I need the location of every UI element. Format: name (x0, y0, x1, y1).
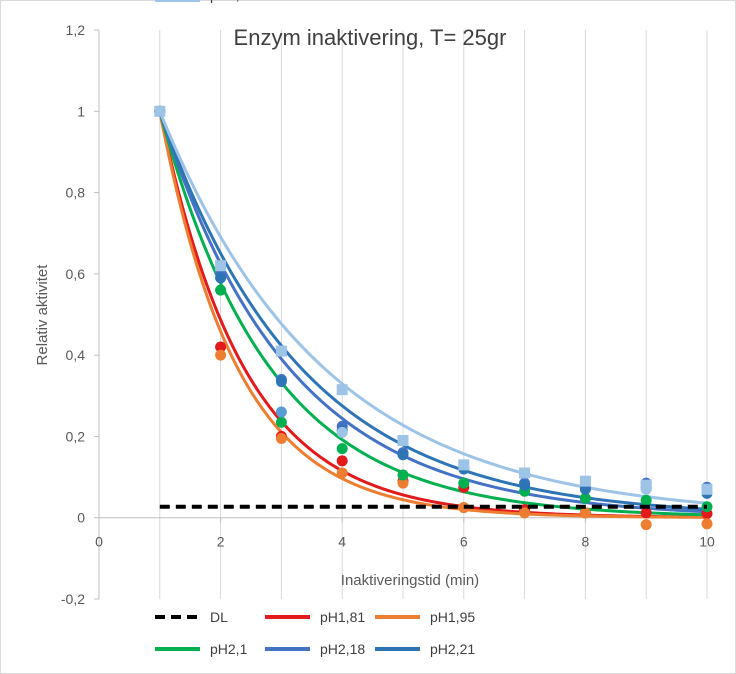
data-point-pH2,24 (154, 105, 166, 117)
data-point-pH2,1 (397, 469, 409, 481)
data-point-pH2,24 (701, 483, 713, 495)
data-point-pH2,24 (397, 434, 409, 446)
y-tick-label: 0,8 (66, 185, 86, 201)
data-point-pH2,24 (458, 459, 470, 471)
data-point-pH1,95 (701, 518, 713, 530)
y-tick-label: 0,4 (66, 347, 86, 363)
y-tick-label: 0,6 (66, 266, 86, 282)
data-point-pH2,1 (579, 492, 591, 504)
legend-label-pH2,1: pH2,1 (210, 641, 248, 657)
data-point-pH2,24 (275, 406, 287, 418)
data-point-pH2,21 (397, 449, 409, 461)
data-point-pH1,95 (275, 432, 287, 444)
data-points (154, 105, 713, 531)
data-point-pH2,21 (215, 272, 227, 284)
data-point-pH2,24 (336, 384, 348, 396)
data-point-pH2,24 (640, 483, 652, 495)
data-point-pH2,1 (215, 284, 227, 296)
y-tick-label: 1 (77, 103, 85, 119)
y-tick-label: -0,2 (61, 591, 85, 607)
y-axis-label: Relativ aktivitet (34, 264, 51, 366)
data-point-pH2,21 (275, 376, 287, 388)
legend-label-pH1,81: pH1,81 (320, 609, 365, 625)
legend-label-pH2,18: pH2,18 (320, 641, 365, 657)
fit-curves (158, 110, 708, 519)
fit-curve-pH2,21 (158, 110, 708, 511)
data-point-pH2,24 (275, 345, 287, 357)
x-tick-label: 2 (217, 534, 225, 550)
data-point-pH2,1 (336, 443, 348, 455)
legend-label-pH2,24: pH2,24 (210, 0, 255, 3)
x-tick-label: 0 (95, 534, 103, 550)
legend-label-pH1,95: pH1,95 (430, 609, 475, 625)
legend-label-DL: DL (210, 609, 228, 625)
data-point-pH2,24 (519, 467, 531, 479)
data-point-pH1,95 (215, 349, 227, 361)
legend-label-pH2,21: pH2,21 (430, 641, 475, 657)
data-point-pH2,21 (519, 479, 531, 491)
data-point-pH1,81 (640, 507, 652, 519)
x-tick-label: 10 (699, 534, 715, 550)
data-point-pH2,24 (336, 426, 348, 438)
data-point-pH2,24 (215, 260, 227, 272)
x-tick-label: 8 (582, 534, 590, 550)
data-point-pH1,81 (336, 455, 348, 467)
legend: DL pH1,81 pH1,95 pH2,1 pH2,18 pH2,21 pH2,24 (155, 0, 475, 657)
y-tick-label: 1,2 (66, 22, 86, 38)
data-point-pH2,24 (579, 475, 591, 487)
y-tick-label: 0 (77, 510, 85, 526)
data-point-pH1,95 (336, 467, 348, 479)
data-point-pH1,95 (397, 477, 409, 489)
fit-curve-pH1,95 (158, 111, 708, 519)
data-point-pH2,1 (275, 416, 287, 428)
grid-lines (159, 30, 708, 599)
x-tick-label: 6 (460, 534, 468, 550)
data-point-pH1,95 (640, 519, 652, 531)
x-tick-label: 4 (338, 534, 346, 550)
fit-curve-pH2,18 (158, 110, 708, 514)
y-tick-label: 0,2 (66, 428, 86, 444)
data-point-pH1,95 (519, 507, 531, 519)
chart-title: Enzym inaktivering, T= 25gr (234, 25, 507, 50)
data-point-pH2,1 (458, 477, 470, 489)
data-point-pH2,1 (640, 494, 652, 506)
fit-curve-pH2,24 (158, 110, 708, 505)
fit-curve-pH2,1 (158, 110, 708, 517)
data-point-pH1,95 (579, 507, 591, 519)
fit-curve-pH1,81 (158, 110, 708, 519)
axes: -0,2 0 0,2 0,4 0,6 0,8 1 1,2 0 2 4 6 8 10 (61, 22, 715, 607)
x-axis-label: Inaktiveringstid (min) (341, 572, 479, 589)
data-point-pH1,81 (215, 341, 227, 353)
